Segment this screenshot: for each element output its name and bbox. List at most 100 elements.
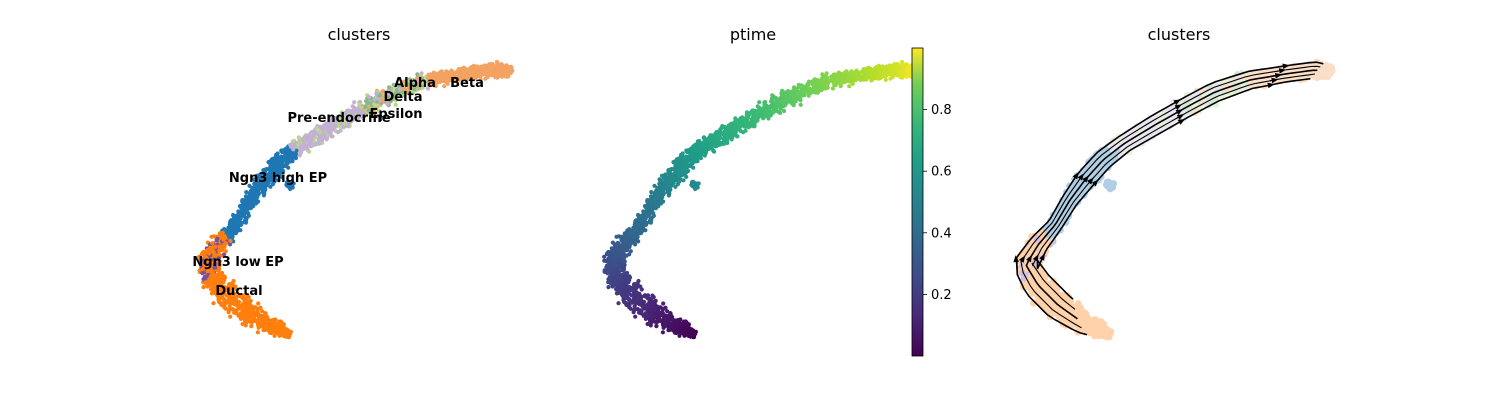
cluster-point: [241, 322, 245, 326]
ptime-point: [833, 72, 837, 76]
cluster-point: [279, 162, 283, 166]
ptime-point: [649, 221, 653, 225]
ptime-point: [689, 155, 693, 159]
ptime-point: [620, 237, 624, 241]
cluster-point: [276, 151, 280, 155]
ptime-point: [891, 72, 895, 76]
ptime-point: [779, 92, 783, 96]
ptime-point: [652, 315, 656, 319]
ptime-point: [786, 89, 790, 93]
ptime-point: [602, 255, 606, 259]
ptime-point: [766, 116, 770, 120]
ptime-point: [684, 162, 688, 166]
cluster-point: [210, 241, 214, 245]
ptime-point: [790, 102, 794, 106]
cluster-point: [352, 100, 356, 104]
ptime-point: [734, 134, 738, 138]
ptime-point: [884, 78, 888, 82]
cluster-point: [373, 97, 377, 101]
ptime-point: [662, 184, 666, 188]
cluster-point: [230, 226, 234, 230]
ptime-point: [639, 224, 643, 228]
cluster-point: [502, 69, 506, 73]
cluster-point: [329, 134, 333, 138]
ptime-point: [807, 86, 811, 90]
ptime-point: [668, 185, 672, 189]
cluster-point: [320, 138, 324, 142]
ptime-point: [622, 256, 626, 260]
cluster-point: [374, 92, 378, 96]
ptime-point: [806, 90, 810, 94]
cluster-point: [443, 72, 447, 76]
ptime-point: [670, 315, 674, 319]
cluster-point: [291, 147, 295, 151]
cluster-point: [228, 315, 232, 319]
cluster-point: [332, 126, 336, 130]
cluster-point: [461, 67, 465, 71]
ptime-point: [661, 330, 665, 334]
ptime-point: [698, 154, 702, 158]
ptime-point: [786, 99, 790, 103]
colorbar-tick-label: 0.2: [931, 288, 952, 303]
ptime-point: [635, 226, 639, 230]
cluster-point: [260, 309, 264, 313]
cluster-point: [221, 235, 225, 239]
cluster-point: [280, 330, 284, 334]
ptime-point: [628, 242, 632, 246]
cluster-point: [472, 67, 476, 71]
ptime-point: [686, 169, 690, 173]
panel-clusters-velocity: clusters: [1016, 25, 1336, 341]
ptime-point: [606, 285, 610, 289]
ptime-point: [799, 83, 803, 87]
cluster-point: [297, 136, 301, 140]
ptime-point: [655, 305, 659, 309]
ptime-point: [654, 299, 658, 303]
ptime-point: [782, 109, 786, 113]
cluster-point: [262, 193, 266, 197]
cluster-point: [219, 245, 223, 249]
panel-1-title: clusters: [328, 25, 391, 44]
cluster-point: [238, 228, 242, 232]
ptime-point: [615, 270, 619, 274]
cluster-point: [284, 331, 288, 335]
ptime-point: [672, 174, 676, 178]
cluster-point: [273, 326, 277, 330]
cluster-point: [500, 75, 504, 79]
ptime-point: [633, 286, 637, 290]
cluster-point: [228, 242, 232, 246]
cluster-point: [268, 323, 272, 327]
ptime-point: [643, 228, 647, 232]
ptime-point: [638, 285, 642, 289]
ptime-point: [637, 311, 641, 315]
ptime-point: [627, 292, 631, 296]
cluster-point: [220, 276, 224, 280]
cluster-point: [363, 105, 367, 109]
ptime-point: [723, 130, 727, 134]
ptime-point: [624, 245, 628, 249]
cluster-point: [215, 278, 219, 282]
ptime-point: [848, 72, 852, 76]
ptime-point: [746, 115, 750, 119]
ptime-point: [905, 75, 909, 79]
cluster-point: [242, 308, 246, 312]
ptime-point: [632, 310, 636, 314]
ptime-point: [695, 182, 699, 186]
ptime-point: [831, 86, 835, 90]
ptime-point: [843, 70, 847, 74]
ptime-point: [703, 153, 707, 157]
ptime-point: [702, 136, 706, 140]
ptime-point: [712, 150, 716, 154]
ptime-point: [625, 276, 629, 280]
ptime-point: [678, 326, 682, 330]
cluster-point: [262, 326, 266, 330]
ptime-point: [667, 326, 671, 330]
ptime-point: [754, 115, 758, 119]
ptime-point: [693, 157, 697, 161]
cluster-point: [224, 249, 228, 253]
panel-clusters: clusters Alpha Beta Delta Pre-endocrine …: [192, 25, 514, 339]
cluster-point: [228, 239, 232, 243]
ptime-point: [652, 184, 656, 188]
cluster-point: [203, 275, 207, 279]
cluster-point: [234, 224, 238, 228]
ptime-point: [719, 142, 723, 146]
